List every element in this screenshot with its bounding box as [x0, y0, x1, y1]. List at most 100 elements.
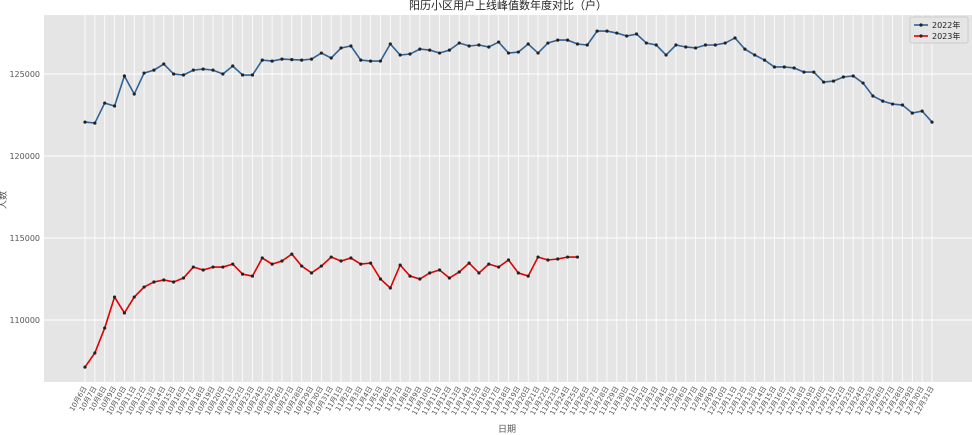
y-tick-label: 120000	[9, 152, 40, 161]
point	[565, 38, 570, 42]
point	[733, 36, 737, 40]
point	[201, 268, 205, 272]
point	[467, 44, 471, 48]
point	[270, 59, 274, 63]
point	[536, 255, 540, 259]
point	[260, 58, 264, 62]
point	[595, 29, 599, 33]
point	[408, 52, 412, 56]
point	[103, 101, 107, 105]
point	[83, 365, 87, 369]
point	[191, 265, 195, 269]
point	[349, 256, 353, 260]
point	[152, 68, 156, 72]
point	[83, 120, 87, 124]
point	[910, 111, 914, 115]
point	[556, 38, 560, 42]
point	[565, 255, 570, 259]
point	[457, 270, 461, 274]
point	[418, 47, 422, 51]
point	[428, 271, 432, 275]
point	[93, 121, 97, 125]
point	[546, 258, 550, 262]
point	[250, 274, 255, 278]
point	[300, 264, 304, 268]
point	[605, 29, 609, 33]
point	[674, 43, 678, 47]
point	[191, 68, 195, 72]
point	[684, 45, 688, 49]
point	[546, 41, 550, 45]
point	[516, 271, 520, 275]
point	[891, 102, 895, 106]
legend-marker	[919, 23, 923, 27]
point	[477, 271, 481, 275]
point	[506, 258, 511, 262]
point	[822, 80, 826, 84]
point	[625, 34, 629, 38]
point	[319, 264, 323, 268]
point	[900, 103, 905, 107]
point	[231, 64, 235, 68]
point	[467, 261, 471, 265]
point	[329, 255, 333, 259]
point	[142, 285, 146, 289]
point	[881, 99, 885, 103]
point	[349, 44, 353, 48]
point	[634, 32, 639, 36]
point	[930, 120, 934, 124]
point	[703, 43, 708, 47]
y-tick-label: 125000	[9, 70, 40, 79]
point	[132, 92, 136, 96]
point	[575, 255, 580, 259]
point	[250, 73, 255, 77]
point	[664, 53, 668, 57]
point	[329, 56, 333, 60]
point	[556, 257, 560, 261]
point	[437, 268, 442, 272]
point	[762, 58, 767, 62]
legend-marker	[919, 34, 923, 38]
point	[437, 51, 442, 55]
point	[309, 57, 314, 61]
point	[447, 276, 452, 280]
point	[575, 42, 580, 46]
point	[516, 50, 520, 54]
point	[812, 70, 816, 74]
point	[359, 58, 363, 62]
point	[142, 71, 146, 75]
point	[339, 259, 343, 263]
point	[388, 42, 392, 46]
point	[654, 43, 658, 47]
point	[428, 48, 432, 52]
point	[841, 75, 845, 79]
point	[103, 326, 107, 330]
point	[851, 74, 855, 78]
point	[162, 278, 166, 282]
point	[290, 252, 294, 256]
point	[782, 65, 786, 69]
point	[162, 62, 166, 66]
chart-title: 阳历小区用户上线峰值数年度对比（户）	[409, 0, 607, 12]
point	[772, 65, 777, 69]
point	[240, 272, 245, 276]
point	[585, 43, 589, 47]
point	[211, 68, 215, 72]
point	[792, 66, 796, 70]
point	[526, 274, 530, 278]
point	[122, 74, 126, 78]
point	[132, 295, 136, 299]
point	[152, 280, 156, 284]
point	[369, 59, 373, 63]
point	[615, 31, 619, 35]
point	[802, 70, 806, 74]
point	[172, 280, 176, 284]
point	[319, 51, 323, 55]
point	[398, 263, 402, 267]
point	[112, 295, 117, 299]
point	[221, 265, 225, 269]
point	[231, 262, 235, 266]
point	[388, 286, 392, 290]
point	[112, 104, 117, 108]
point	[172, 72, 176, 76]
